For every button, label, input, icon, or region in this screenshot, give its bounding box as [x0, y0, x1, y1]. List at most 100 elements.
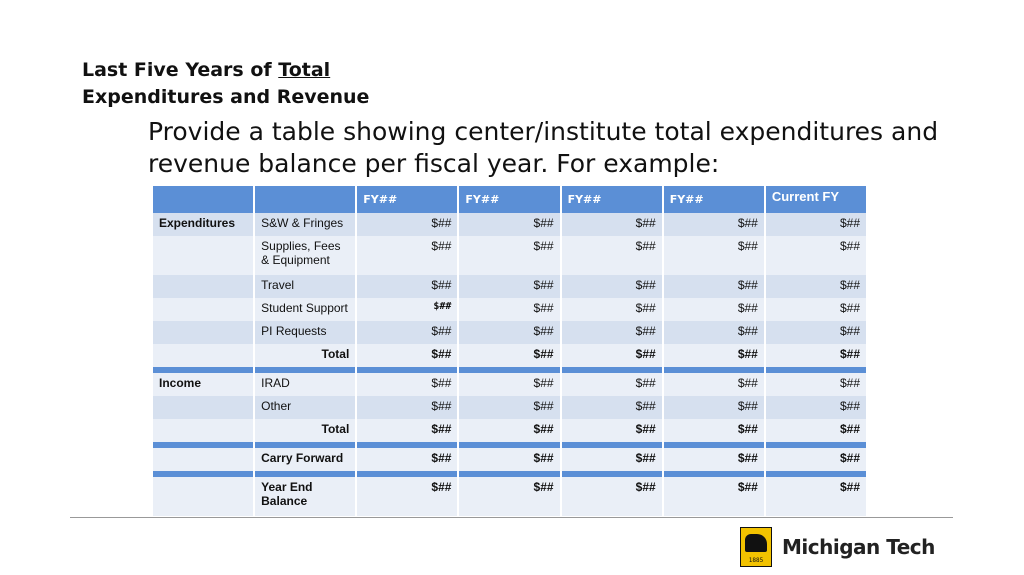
- header-cell: FY##: [357, 186, 458, 213]
- header-cell: FY##: [561, 186, 662, 213]
- header-cell: FY##: [459, 186, 560, 213]
- row-label: Total: [255, 344, 356, 367]
- value-cell: $##: [357, 373, 458, 396]
- value-cell: $##: [357, 477, 458, 516]
- value-cell: $##: [561, 396, 662, 419]
- table-row-carry-forward: Carry Forward $## $## $## $## $##: [153, 448, 866, 471]
- value-cell: $##: [561, 321, 662, 344]
- category-cell: [153, 419, 254, 442]
- value-cell: $##: [357, 298, 458, 321]
- value-cell: $##: [459, 419, 560, 442]
- value-cell: $##: [459, 396, 560, 419]
- row-label: IRAD: [255, 373, 356, 396]
- value-cell: $##: [663, 419, 764, 442]
- table-row-total: Total $## $## $## $## $##: [153, 419, 866, 442]
- value-cell: $##: [765, 448, 866, 471]
- header-cell: [153, 186, 254, 213]
- value-cell: $##: [663, 321, 764, 344]
- value-cell: $##: [765, 321, 866, 344]
- value-cell: $##: [561, 236, 662, 275]
- value-cell: $##: [561, 275, 662, 298]
- table-row: Other $## $## $## $## $##: [153, 396, 866, 419]
- husky-logo-icon: 1885: [740, 527, 772, 567]
- logo-wordmark: Michigan Tech: [782, 535, 935, 559]
- value-cell: $##: [663, 298, 764, 321]
- category-cell: [153, 275, 254, 298]
- table-row: Income IRAD $## $## $## $## $##: [153, 373, 866, 396]
- row-label: Year End Balance: [255, 477, 356, 516]
- category-cell: Income: [153, 373, 254, 396]
- category-cell: [153, 448, 254, 471]
- value-cell: $##: [459, 477, 560, 516]
- header-cell: FY##: [663, 186, 764, 213]
- category-cell: Expenditures: [153, 213, 254, 236]
- value-cell: $##: [561, 448, 662, 471]
- value-cell: $##: [765, 344, 866, 367]
- value-cell: $##: [561, 344, 662, 367]
- title-line2: Expenditures and Revenue: [82, 86, 370, 108]
- value-cell: $##: [765, 373, 866, 396]
- logo-year: 1885: [748, 557, 764, 564]
- row-label: S&W & Fringes: [255, 213, 356, 236]
- table-row: PI Requests $## $## $## $## $##: [153, 321, 866, 344]
- value-cell: $##: [459, 344, 560, 367]
- value-cell: $##: [765, 419, 866, 442]
- value-cell: $##: [561, 419, 662, 442]
- footer-divider: [70, 517, 953, 518]
- value-cell: $##: [663, 373, 764, 396]
- separator-row: [153, 367, 866, 373]
- slide-subtitle: Provide a table showing center/institute…: [148, 117, 939, 178]
- table-row: Supplies, Fees & Equipment $## $## $## $…: [153, 236, 866, 275]
- value-cell: $##: [663, 275, 764, 298]
- value-cell: $##: [357, 275, 458, 298]
- value-cell: $##: [765, 236, 866, 275]
- value-cell: $##: [459, 448, 560, 471]
- value-cell: $##: [459, 373, 560, 396]
- row-label: Supplies, Fees & Equipment: [255, 236, 356, 275]
- row-label: Carry Forward: [255, 448, 356, 471]
- row-label: Student Support: [255, 298, 356, 321]
- value-cell: $##: [765, 298, 866, 321]
- value-cell: $##: [459, 275, 560, 298]
- category-cell: [153, 477, 254, 516]
- value-cell: $##: [561, 477, 662, 516]
- value-cell: $##: [663, 396, 764, 419]
- value-cell: $##: [357, 344, 458, 367]
- value-cell: $##: [357, 419, 458, 442]
- row-label: Total: [255, 419, 356, 442]
- category-cell: [153, 396, 254, 419]
- value-cell: $##: [459, 236, 560, 275]
- separator-row: [153, 442, 866, 448]
- value-cell: $##: [663, 213, 764, 236]
- row-label: Travel: [255, 275, 356, 298]
- title-prefix: Last Five Years of: [82, 59, 279, 81]
- value-cell: $##: [357, 213, 458, 236]
- category-cell: [153, 344, 254, 367]
- table-row-total: Total $## $## $## $## $##: [153, 344, 866, 367]
- row-label: PI Requests: [255, 321, 356, 344]
- value-cell: $##: [663, 477, 764, 516]
- header-cell: [255, 186, 356, 213]
- value-cell: $##: [663, 448, 764, 471]
- value-cell: $##: [357, 396, 458, 419]
- value-cell: $##: [765, 477, 866, 516]
- value-cell: $##: [765, 396, 866, 419]
- value-cell: $##: [357, 321, 458, 344]
- value-cell: $##: [459, 213, 560, 236]
- table-row: Student Support $## $## $## $## $##: [153, 298, 866, 321]
- row-label: Other: [255, 396, 356, 419]
- table-row: Expenditures S&W & Fringes $## $## $## $…: [153, 213, 866, 236]
- separator-row: [153, 471, 866, 477]
- category-cell: [153, 321, 254, 344]
- value-cell: $##: [561, 373, 662, 396]
- title-underlined: Total: [278, 59, 331, 81]
- table-row-year-end: Year End Balance $## $## $## $## $##: [153, 477, 866, 516]
- value-cell: $##: [561, 298, 662, 321]
- value-cell: $##: [663, 344, 764, 367]
- value-cell: $##: [357, 236, 458, 275]
- value-cell: $##: [765, 275, 866, 298]
- value-cell: $##: [459, 298, 560, 321]
- slide-title: Last Five Years of Total Expenditures an…: [82, 57, 369, 111]
- table-header-row: FY## FY## FY## FY## Current FY: [153, 186, 866, 213]
- category-cell: [153, 298, 254, 321]
